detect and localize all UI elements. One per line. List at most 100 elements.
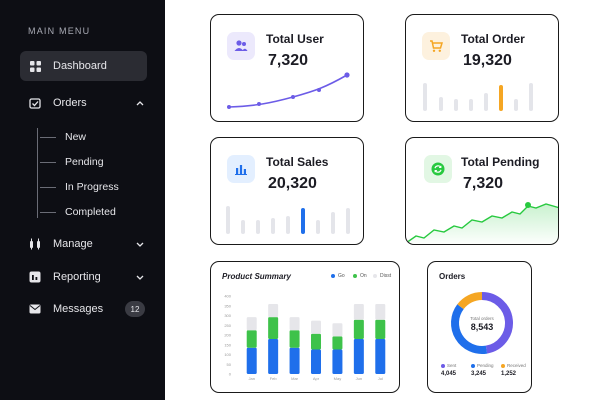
bar-segment [289,330,300,348]
product-summary-card[interactable]: Product Summary Go On Disst 400 350 300 250… [210,261,400,393]
sidebar: MAIN MENU Dashboard Orders New Pending I… [0,0,165,400]
tree-dash [40,186,56,188]
y-tick-label: 400 [224,294,231,299]
orders-card[interactable]: Orders Total orders 8,543 Sent Pending R… [427,261,532,393]
y-tick-label: 50 [227,362,232,367]
legend-dot [441,363,445,368]
total-user-card[interactable]: Total User 7,320 [210,14,364,122]
chevron-up-icon[interactable] [135,98,145,108]
bar-segment [289,317,300,331]
bar-segment [268,304,279,318]
bar-segment [246,317,257,331]
legend-dot [373,274,377,278]
sidebar-item-label: Manage [53,238,93,250]
reporting-icon [28,270,42,284]
y-tick-label: 300 [224,313,231,318]
orders-donut-chart [451,292,513,354]
chevron-down-icon[interactable] [135,239,145,249]
sub-item-label: Completed [65,206,116,218]
pending-area-chart [406,202,558,244]
x-tick-label: Feb [270,376,278,381]
y-tick-label: 100 [224,352,231,357]
legend-dot [353,274,357,278]
legend-dot [501,363,505,368]
x-tick-label: Apr [313,376,320,381]
sub-item-label: New [65,131,87,143]
sidebar-item-label: Messages [53,303,104,315]
bar-segment [332,349,343,374]
mail-icon [28,302,42,316]
chevron-down-icon[interactable] [135,272,145,282]
tree-line [37,128,38,218]
sidebar-item-orders[interactable]: Orders [20,88,147,118]
bar-segment [375,339,386,374]
y-tick-label: 350 [224,303,231,308]
sub-item-in-progress[interactable]: In Progress [40,177,119,197]
sub-item-pending[interactable]: Pending [40,152,104,172]
legend-label: Pending [477,363,494,368]
bar-segment [332,336,343,350]
x-tick-label: May [334,376,342,381]
bar-segment [353,319,364,339]
grid-icon [28,59,42,73]
x-tick-label: Jun [356,376,362,381]
y-tick-label: 250 [224,323,231,328]
legend-disst: Disst [373,273,391,279]
stat-value: 20,320 [268,175,317,192]
bar-segment [375,319,386,339]
legend-label: Disst [380,273,392,279]
stat-value: 7,320 [463,175,504,192]
legend-label: Received [507,363,526,368]
bar-segment [246,347,257,374]
sidebar-item-label: Orders [53,97,87,109]
messages-count-badge: 12 [125,301,145,317]
sub-item-label: Pending [65,156,104,168]
bar-segment [289,347,300,374]
bar-segment [375,304,386,320]
menu-title: MAIN MENU [28,26,91,36]
sidebar-item-label: Dashboard [53,60,107,72]
stat-value: 19,320 [463,52,512,69]
y-tick-label: 150 [224,342,231,347]
donut-center-label: Total orders [470,316,494,321]
sidebar-item-label: Reporting [53,271,101,283]
sub-item-new[interactable]: New [40,127,86,147]
bar-segment [353,304,364,320]
sidebar-item-manage[interactable]: Manage [20,229,147,259]
bar-segment [311,349,321,374]
stat-label: Total Pending [461,155,540,169]
donut-slice [451,304,488,354]
tree-dash [40,161,56,163]
y-tick-label: 0 [229,372,232,377]
bar-segment [311,333,321,350]
donut-center-value: 8,543 [470,322,494,332]
sidebar-item-reporting[interactable]: Reporting [20,262,147,292]
sidebar-item-messages[interactable]: Messages 12 [20,294,147,324]
user-trend-line [227,72,350,109]
sub-item-completed[interactable]: Completed [40,202,116,222]
legend-label: On [360,273,367,279]
donut-slice [457,292,483,310]
cart-icon [422,32,450,60]
sales-bars [226,206,350,234]
bar-segment [353,339,364,374]
bar-segment [332,323,343,337]
refresh-icon [424,155,452,183]
bar-segment [268,317,279,339]
bar-segment [311,320,321,334]
legend-value: 1,252 [501,371,517,377]
sub-item-label: In Progress [65,181,119,193]
bar-segment [246,330,257,348]
legend-sent: Sent [441,363,456,368]
sidebar-item-dashboard[interactable]: Dashboard [20,51,147,81]
total-pending-card[interactable]: Total Pending 7,320 [405,137,559,245]
legend-go: Go [331,273,345,279]
tree-dash [40,136,56,138]
legend-label: Go [338,273,345,279]
legend-dot [331,274,335,278]
total-order-card[interactable]: Total Order 19,320 [405,14,559,122]
y-tick-label: 200 [224,333,231,338]
total-sales-card[interactable]: Total Sales 20,320 [210,137,364,245]
x-tick-label: Jul [378,376,383,381]
x-tick-label: Mar [291,376,299,381]
